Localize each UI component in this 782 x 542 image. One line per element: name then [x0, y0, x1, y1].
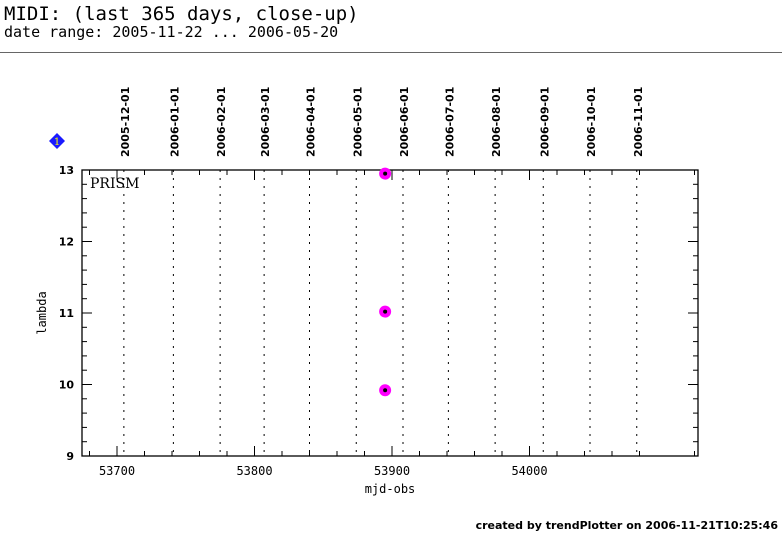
diamond-marker-icon	[49, 133, 65, 149]
divider	[0, 52, 782, 53]
plot-annotation: PRISM	[90, 176, 139, 192]
date-label: 2006-11-01	[632, 87, 645, 157]
data-point-center	[383, 171, 388, 176]
footer-credit: created by trendPlotter on 2006-11-21T10…	[475, 519, 778, 532]
date-label: 2006-10-01	[585, 87, 598, 157]
x-tick-label: 53900	[374, 464, 410, 478]
x-tick-label: 54000	[511, 464, 547, 478]
x-tick-label: 53800	[236, 464, 272, 478]
y-tick-label: 11	[59, 307, 74, 320]
page-title: MIDI: (last 365 days, close-up)	[4, 3, 359, 25]
y-tick-label: 9	[66, 450, 74, 463]
y-tick-label: 12	[59, 236, 74, 249]
date-label: 2005-12-01	[119, 87, 132, 157]
date-label: 2006-05-01	[351, 87, 364, 157]
date-label: 2006-09-01	[538, 87, 551, 157]
date-label: 2006-07-01	[443, 87, 456, 157]
data-point-center	[383, 309, 388, 314]
marker-label: 1	[54, 137, 60, 148]
date-range: date range: 2005-11-22 ... 2006-05-20	[4, 23, 339, 41]
date-label: 2006-06-01	[398, 87, 411, 157]
date-label: 2006-08-01	[490, 87, 503, 157]
x-tick-label: 53700	[99, 464, 135, 478]
date-label: 2006-04-01	[305, 87, 318, 157]
y-tick-label: 13	[59, 164, 74, 177]
y-axis-label: lambda	[35, 291, 49, 334]
data-point-center	[383, 388, 388, 393]
date-label: 2006-02-01	[215, 87, 228, 157]
y-tick-label: 10	[59, 379, 75, 392]
x-axis-label: mjd-obs	[365, 482, 416, 496]
date-label: 2006-01-01	[168, 87, 181, 157]
date-label: 2006-03-01	[259, 87, 272, 157]
